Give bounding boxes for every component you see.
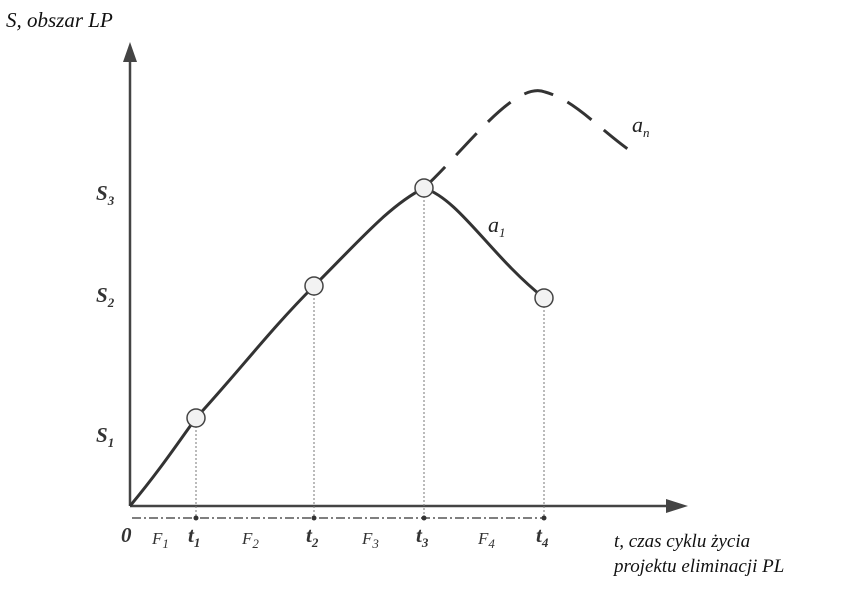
label-an: an (632, 112, 650, 140)
label-s2: S2 (96, 283, 115, 310)
point-4 (534, 288, 554, 308)
y-axis-title: S, obszar LP (6, 8, 113, 32)
point-3 (414, 178, 434, 198)
tick-t1 (193, 515, 199, 521)
x-axis-title-line2: projektu eliminacji PL (614, 555, 785, 577)
origin-label: 0 (121, 523, 132, 547)
curve-a1 (128, 186, 545, 507)
label-f4: F4 (477, 529, 495, 551)
label-t4: t4 (536, 523, 549, 550)
tick-t2 (311, 515, 317, 521)
tick-t3 (421, 515, 427, 521)
label-t3: t3 (416, 523, 429, 550)
x-axis-title: t, czas cyklu życia projektu eliminacji … (614, 530, 784, 579)
label-t2: t2 (306, 523, 319, 550)
label-a1: a1 (488, 212, 506, 240)
x-axis-arrow (666, 499, 688, 513)
label-f3: F3 (361, 529, 379, 551)
x-axis-title-line1: t, czas cyklu życia (614, 531, 751, 552)
curve-an (422, 89, 633, 190)
tick-t4 (541, 515, 547, 521)
point-2 (304, 276, 324, 296)
y-axis-arrow (123, 42, 137, 62)
label-f2: F2 (241, 529, 259, 551)
label-t1: t1 (188, 523, 200, 550)
point-1 (186, 408, 206, 428)
label-f1: F1 (151, 529, 169, 551)
label-s1: S1 (96, 423, 114, 450)
label-s3: S3 (96, 181, 115, 208)
